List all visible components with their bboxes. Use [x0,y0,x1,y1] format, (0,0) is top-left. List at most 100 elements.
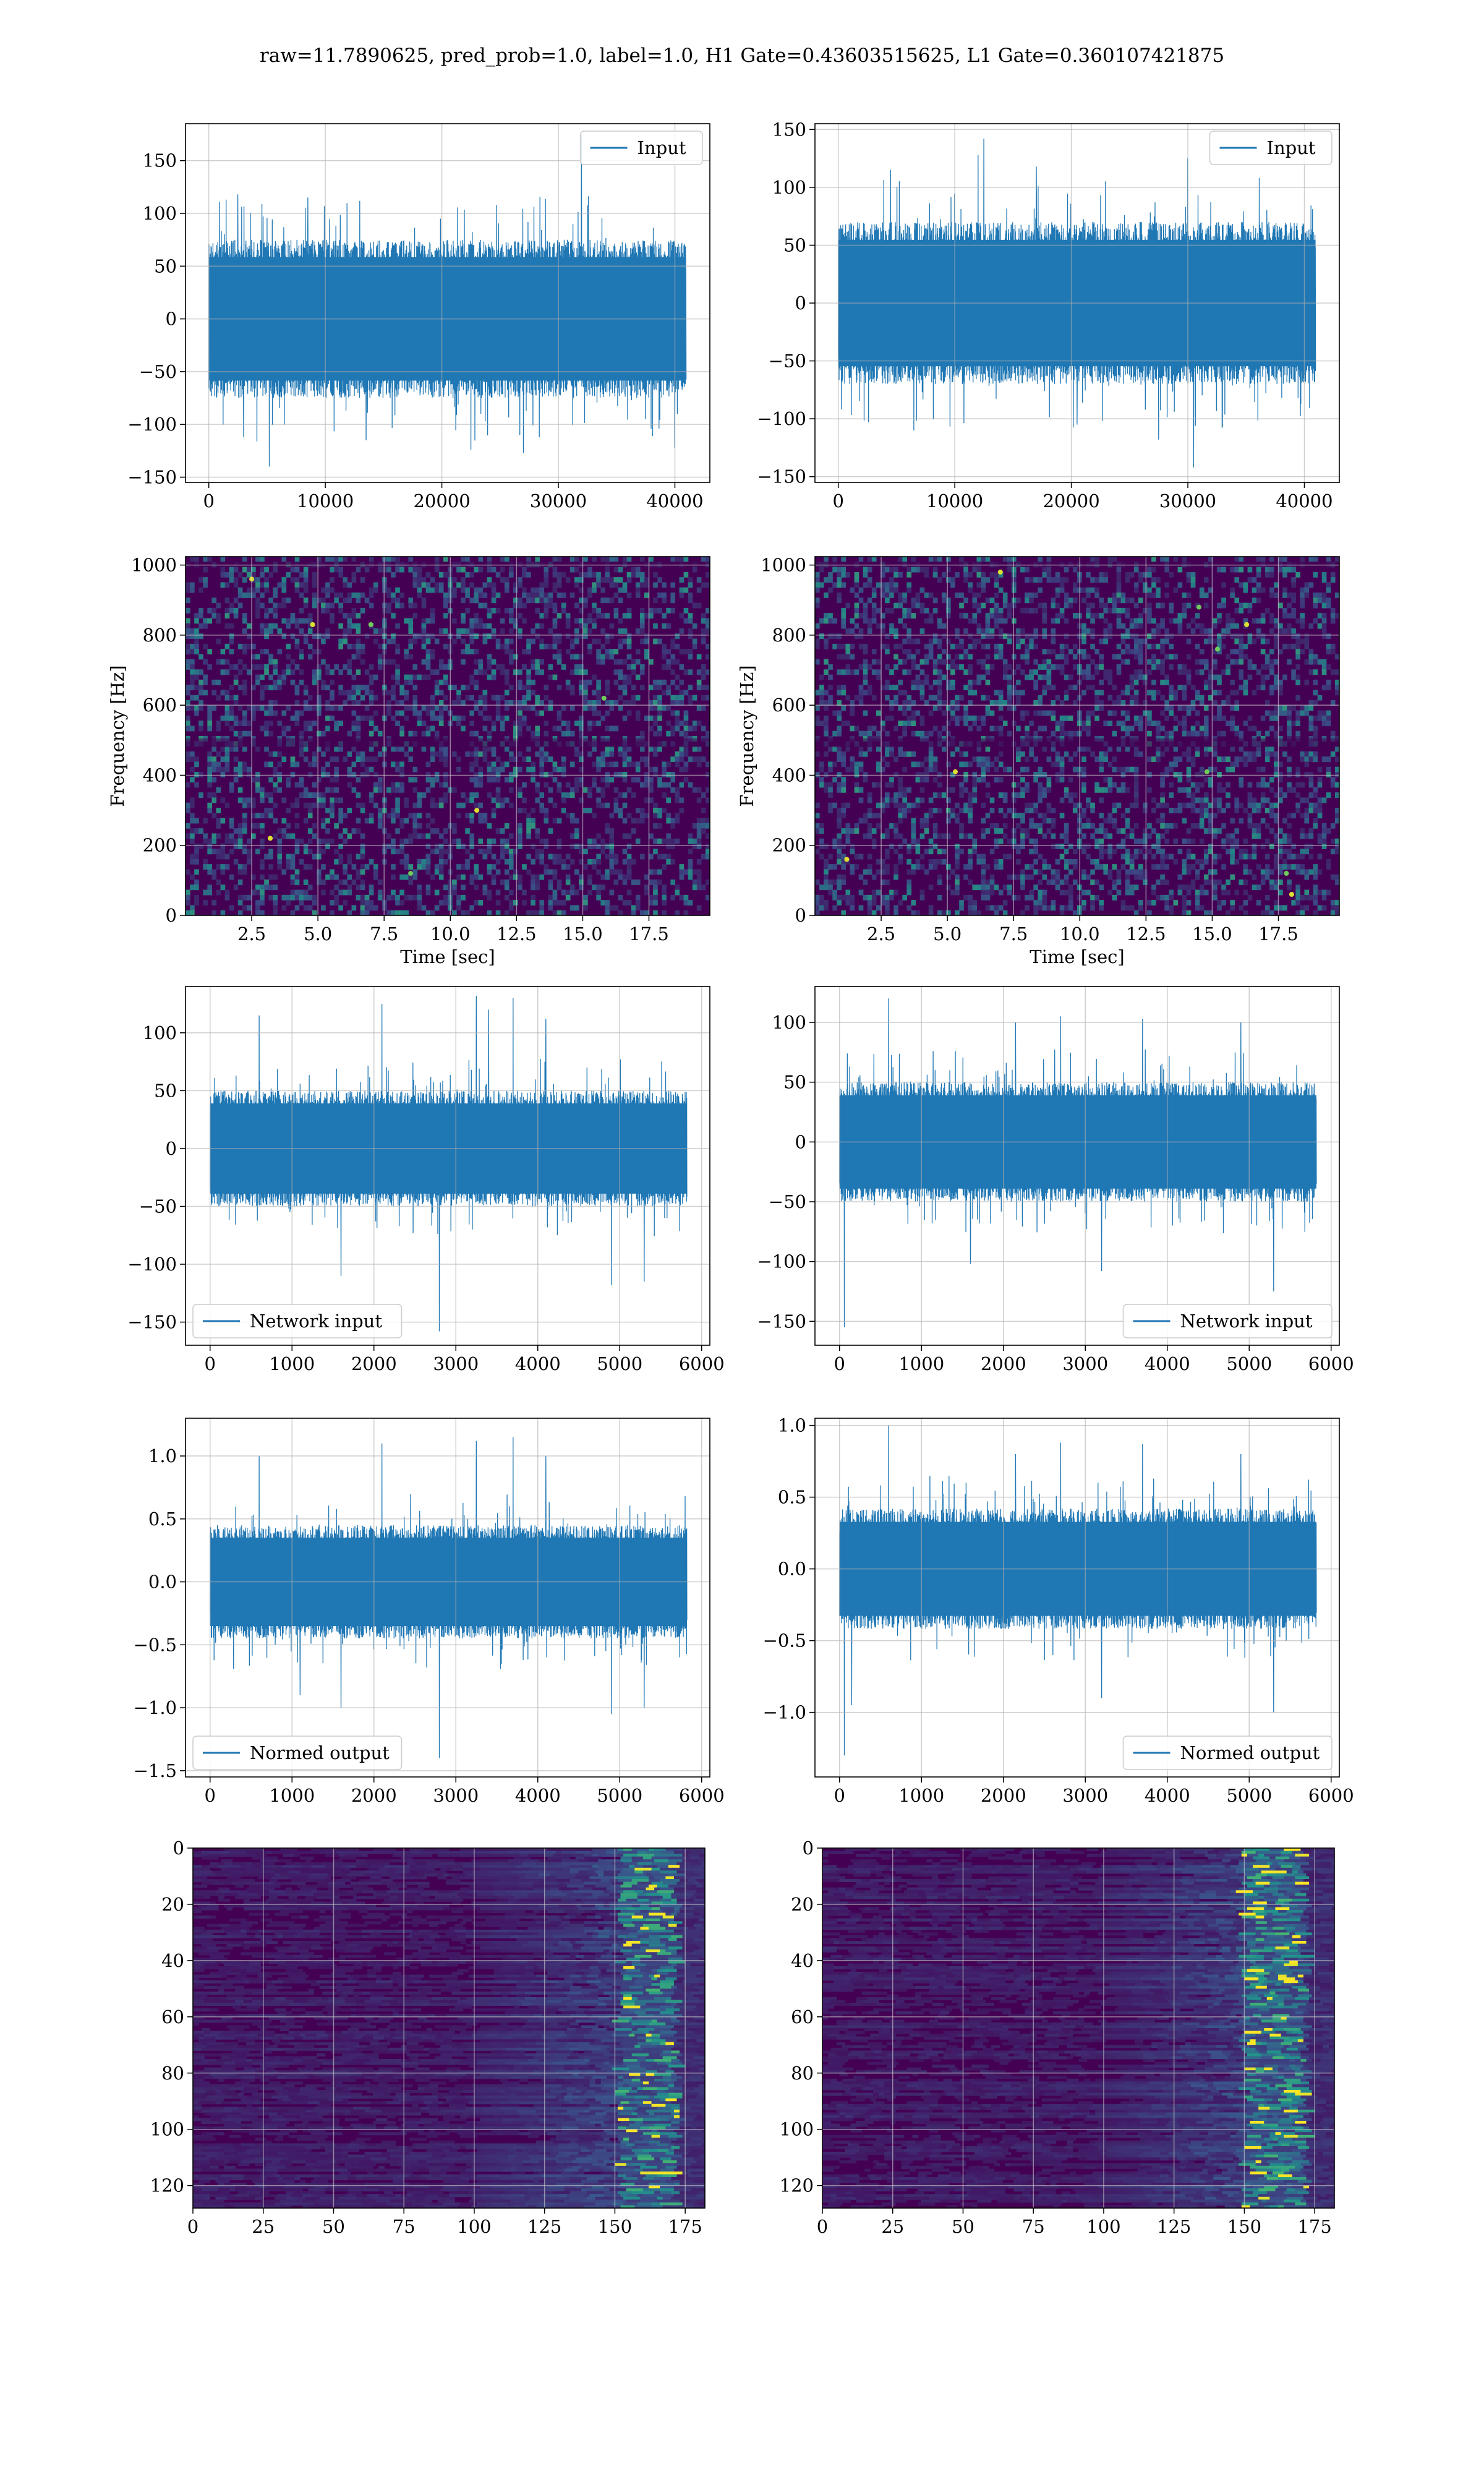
h1-input-legend: Input [579,131,703,165]
y-tick-label: −100 [757,408,806,429]
x-tick-label: 5000 [597,1785,642,1806]
h1-spectrogram-cells [186,557,710,915]
x-tick-label: 0 [203,490,214,511]
h1-spectrogram-y-ticks: 0 200 400 600 800 1000 [131,555,186,926]
y-tick-label: 150 [772,119,806,140]
h1-network-input-grid [186,987,710,1345]
y-tick-label: 0.5 [148,1509,177,1530]
h1-input-plot-area [208,134,687,467]
y-tick-label: 40 [161,1950,184,1971]
y-tick-label: −1.0 [763,1702,806,1723]
x-tick-label: 2.5 [237,923,266,944]
y-tick-label: 100 [772,177,806,198]
h1-spectrogram-x-axis-label: Time [sec] [400,946,495,967]
x-tick-label: 3000 [433,1353,479,1374]
l1-normed-output-y-ticks: −1.0 −0.5 0.0 0.5 1.0 [763,1415,815,1723]
y-tick-label: 0 [803,1838,814,1859]
l1-input-grid [815,124,1339,482]
h1-normed-output-x-ticks: 0 1000 2000 3000 4000 5000 6000 [205,1777,725,1806]
x-tick-label: 75 [1022,2216,1045,2237]
x-tick-label: 0 [834,1353,845,1374]
y-tick-label: 100 [150,2119,184,2140]
l1-spectrogram-hotspot [1214,646,1220,652]
l1-normed-output-panel: 0 1000 2000 3000 4000 5000 6000 −1.0 −0.5 0.0 0.5 1… [763,1415,1354,1806]
x-tick-label: 100 [1086,2216,1120,2237]
l1-input-x-ticks: 0 10000 20000 30000 40000 [832,482,1333,511]
y-tick-label: 0 [795,293,806,314]
h1-spectrogram-plot-area [186,557,710,915]
legend-label: Network input [250,1311,382,1332]
x-tick-label: 25 [881,2216,904,2237]
y-tick-label: 80 [161,2063,184,2084]
x-tick-label: 2000 [351,1353,397,1374]
y-tick-label: −0.5 [134,1634,177,1655]
x-tick-label: 2000 [981,1353,1026,1374]
x-tick-label: 1000 [269,1785,315,1806]
h1-normed-output-frame [185,1418,710,1778]
x-tick-label: 25 [252,2216,275,2237]
l1-input-legend: Input [1209,131,1333,165]
x-tick-label: 0 [834,1785,845,1806]
h1-activation-map-panel: 0 25 50 75 100 125 150 175 0 20 40 60 80 100 120 [150,1838,706,2237]
y-tick-label: 100 [143,203,177,224]
l1-normed-output-x-ticks: 0 1000 2000 3000 4000 5000 6000 [834,1777,1354,1806]
l1-spectrogram-hotspot [952,769,958,774]
l1-spectrogram-y-ticks: 0 200 400 600 800 1000 [761,555,815,926]
y-tick-label: 60 [791,2006,814,2027]
y-tick-label: 150 [143,150,177,171]
h1-spectrogram-hotspot [474,808,480,813]
x-tick-label: 1000 [269,1353,315,1374]
l1-spectrogram-y-axis-label: Frequency [Hz] [736,665,757,807]
l1-spectrogram-hotspot [844,857,850,862]
y-tick-label: 800 [772,625,806,646]
h1-network-input-frame [185,986,710,1346]
y-tick-label: 400 [772,764,806,785]
x-tick-label: 30000 [530,490,587,511]
x-tick-label: 20000 [1043,490,1099,511]
y-tick-label: 800 [143,625,177,646]
y-tick-label: −100 [127,1254,177,1275]
x-tick-label: 10000 [926,490,983,511]
x-tick-label: 125 [1157,2216,1191,2237]
l1-activation-map-x-ticks: 0 25 50 75 100 125 150 175 [817,2208,1332,2237]
x-tick-label: 30000 [1159,490,1216,511]
y-tick-label: −150 [757,466,806,487]
l1-normed-output-frame [814,1418,1340,1778]
h1-input-panel: 0 10000 20000 30000 40000 −150 −100 −50 0 50 100 15… [127,123,710,511]
x-tick-label: 15.0 [1192,923,1232,944]
x-tick-label: 12.5 [497,923,537,944]
h1-spectrogram-hotspot [408,871,414,876]
y-tick-label: −150 [757,1311,806,1332]
x-tick-label: 6000 [1308,1785,1354,1806]
x-tick-label: 0 [832,490,843,511]
x-tick-label: 75 [393,2216,416,2237]
y-tick-label: 60 [161,2006,184,2027]
y-tick-label: 0.0 [778,1559,806,1580]
h1-network-input-legend: Network input [192,1304,403,1338]
y-tick-label: 20 [161,1894,184,1915]
y-tick-label: 120 [780,2175,814,2196]
x-tick-label: 50 [322,2216,345,2237]
y-tick-label: 50 [154,1080,177,1101]
y-tick-label: −1.5 [134,1760,177,1781]
h1-normed-output-legend: Normed output [192,1736,403,1770]
panels: 0 10000 20000 30000 40000−150−100−5005010015… [107,119,1354,2237]
l1-spectrogram-grid [815,557,1339,916]
x-tick-label: 6000 [1308,1353,1354,1374]
h1-normed-output-grid [186,1418,710,1777]
l1-spectrogram-x-axis-label: Time [sec] [1030,946,1124,967]
l1-network-input-plot-area [839,998,1317,1328]
h1-spectrogram-y-axis-label: Frequency [Hz] [107,665,128,807]
y-tick-label: 50 [154,255,177,276]
h1-spectrogram-panel: 2.5 5.0 7.5 10.0 12.5 15.0 17.5 0 200 400 600 800 10… [107,555,710,967]
l1-spectrogram-x-ticks: 2.5 5.0 7.5 10.0 12.5 15.0 17.5 [867,915,1298,944]
y-tick-label: 100 [780,2119,814,2140]
l1-spectrogram-hotspot [1196,604,1202,610]
x-tick-label: 12.5 [1126,923,1166,944]
y-tick-label: 600 [143,695,177,716]
y-tick-label: −50 [139,361,177,382]
y-tick-label: 0.5 [778,1487,806,1508]
x-tick-label: 0 [187,2216,198,2237]
y-tick-label: 0 [795,905,806,926]
